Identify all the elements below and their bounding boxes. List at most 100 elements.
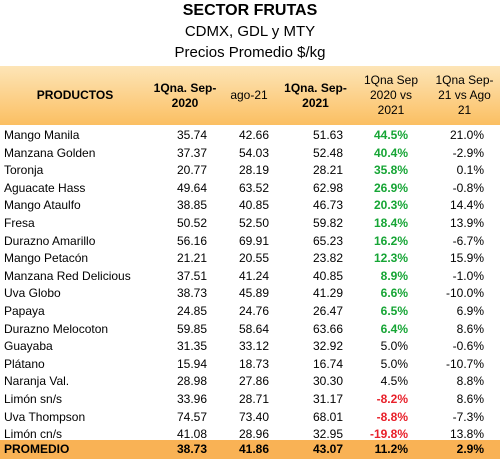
cell-var-year: -19.8% [369,427,408,442]
cell-ago21: 40.85 [238,198,269,213]
cell-ago21: 28.96 [238,427,269,442]
cell-ago21: 42.66 [238,128,269,142]
table-row: Papaya 24.85 24.76 26.47 6.5% 6.9% [0,303,500,321]
cell-ago21: 69.91 [238,233,269,248]
cell-var-month: 21.0% [449,128,484,142]
footer-sep21: 43.07 [312,442,343,456]
cell-var-month: 8.6% [456,391,484,406]
footer-var-month: 2.9% [456,442,484,456]
cell-sep21: 30.30 [312,374,343,389]
cell-product: Toronja [4,163,44,178]
cell-sep20: 49.64 [176,180,207,195]
cell-var-year: 20.3% [373,198,408,213]
table-row: Durazno Amarillo 56.16 69.91 65.23 16.2% -6.7… [0,233,500,251]
cell-sep21: 52.48 [312,145,343,160]
table-row: Mango Ataulfo 38.85 40.85 46.73 20.3% 14.4% [0,197,500,215]
cell-product: Mango Manila [4,128,80,142]
cell-ago21: 63.52 [238,180,269,195]
cell-var-year: 44.5% [373,128,408,142]
table-row: Durazno Melocoton 59.85 58.64 63.66 6.4% 8.6% [0,321,500,339]
cell-product: Manzana Red Delicious [4,268,131,283]
table-body: Mango Manila 35.74 42.66 51.63 44.5% 21.0% Man… [0,127,500,444]
cell-sep21: 26.47 [312,303,343,318]
table-row: Manzana Golden 37.37 54.03 52.48 40.4% -2.9% [0,145,500,163]
cell-var-month: -7.3% [452,409,484,424]
cell-var-year: 12.3% [373,251,408,266]
cell-ago21: 28.71 [238,391,269,406]
cell-product: Mango Ataulfo [4,198,81,213]
table-header: PRODUCTOS 1Qna. Sep- 2020 ago-21 1Qna. S… [0,66,500,125]
footer-ago21: 41.86 [238,442,269,456]
cell-var-year: 5.0% [380,356,408,371]
cell-var-year: 26.9% [373,180,408,195]
cell-var-year: 6.5% [380,303,408,318]
footer-var-year: 11.2% [374,442,408,456]
cell-var-month: -10.0% [445,286,484,301]
cell-sep20: 37.51 [176,268,207,283]
cell-sep21: 59.82 [312,215,343,230]
cell-sep20: 31.35 [176,339,207,354]
cell-product: Mango Petacón [4,251,89,266]
cell-var-year: 4.5% [380,374,408,389]
footer-sep20: 38.73 [176,442,207,456]
cell-sep20: 24.85 [176,303,207,318]
cell-ago21: 20.55 [238,251,269,266]
cell-product: Uva Thompson [4,409,86,424]
cell-var-year: 18.4% [373,215,408,230]
cell-ago21: 27.86 [238,374,269,389]
col-header-sep-2020: 1Qna. Sep- 2020 [153,80,217,110]
page-subtitle-prices: Precios Promedio $/kg [174,44,326,61]
cell-var-year: -8.8% [376,409,408,424]
cell-var-month: 14.4% [449,198,484,213]
cell-var-year: 6.6% [380,286,408,301]
cell-product: Durazno Amarillo [4,233,96,248]
cell-sep20: 37.37 [176,145,207,160]
cell-ago21: 33.12 [238,339,269,354]
cell-sep21: 40.85 [312,268,343,283]
cell-sep21: 62.98 [312,180,343,195]
page-subtitle: CDMX, GDL y MTY [184,23,316,40]
cell-ago21: 45.89 [238,286,269,301]
cell-sep20: 28.98 [176,374,207,389]
cell-var-month: 0.1% [456,163,484,178]
table-row: Naranja Val. 28.98 27.86 30.30 4.5% 8.8% [0,373,500,391]
cell-product: Uva Globo [4,286,61,301]
cell-sep20: 56.16 [176,233,207,248]
cell-sep21: 51.63 [312,128,343,142]
cell-sep20: 74.57 [176,409,207,424]
cell-var-year: 8.9% [380,268,408,283]
cell-sep21: 63.66 [312,321,343,336]
col-header-var-month: 1Qna Sep- 21 vs Ago 21 [435,73,494,117]
cell-ago21: 28.19 [238,163,269,178]
table-row: Manzana Red Delicious 37.51 41.24 40.85 8.9%… [0,268,500,286]
cell-var-month: -10.7% [445,356,484,371]
cell-var-month: 8.6% [456,321,484,336]
cell-sep20: 50.52 [176,215,207,230]
cell-var-month: 8.8% [456,374,484,389]
col-header-products: PRODUCTOS [36,88,114,102]
cell-var-month: -2.9% [452,145,484,160]
cell-var-month: -1.0% [452,268,484,283]
cell-sep21: 32.95 [312,427,343,442]
cell-var-year: 6.4% [380,321,408,336]
cell-ago21: 18.73 [238,356,269,371]
table-row: Aguacate Hass 49.64 63.52 62.98 26.9% -0.8% [0,180,500,198]
page-title: SECTOR FRUTAS [182,2,318,19]
table-footer-average: PROMEDIO 38.73 41.86 43.07 11.2% 2.9% [0,440,500,459]
cell-sep20: 20.77 [176,163,207,178]
cell-sep20: 59.85 [176,321,207,336]
cell-sep21: 32.92 [312,339,343,354]
cell-sep21: 31.17 [312,391,343,406]
table-row: Toronja 20.77 28.19 28.21 35.8% 0.1% [0,162,500,180]
col-header-sep-2021: 1Qna. Sep- 2021 [284,80,347,110]
table-row: Limón cn/s 41.08 28.96 32.95 -19.8% 13.8% [0,426,500,444]
cell-var-month: 13.9% [449,215,484,230]
table-row: Mango Manila 35.74 42.66 51.63 44.5% 21.0% [0,127,500,145]
cell-ago21: 24.76 [238,303,269,318]
cell-sep21: 23.82 [312,251,343,266]
cell-var-month: -6.7% [452,233,484,248]
cell-sep20: 38.73 [176,286,207,301]
cell-sep21: 65.23 [312,233,343,248]
cell-var-month: 15.9% [449,251,484,266]
cell-var-month: 13.8% [449,427,484,442]
